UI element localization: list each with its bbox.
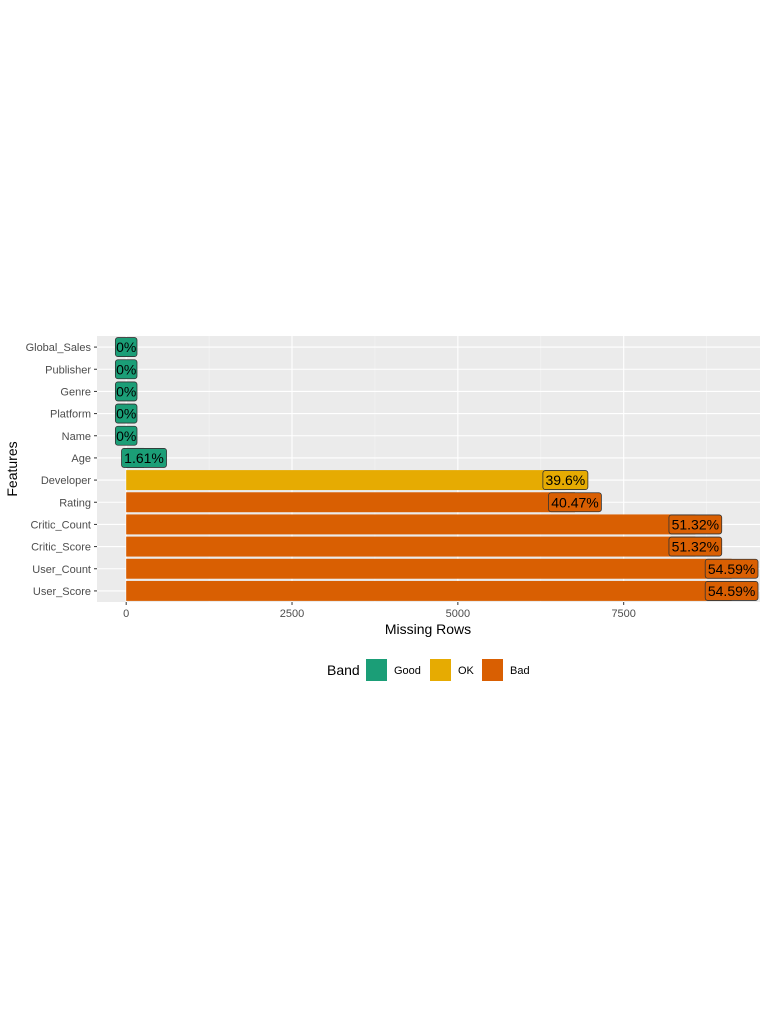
y-axis-title: Features	[4, 441, 20, 496]
data-label-box	[668, 514, 723, 535]
bar-user-count	[126, 558, 732, 579]
bar-user-score	[126, 580, 732, 601]
data-label-box	[542, 470, 589, 490]
x-axis-title: Missing Rows	[385, 621, 471, 637]
y-tick-label: Age	[71, 453, 91, 465]
data-label-box	[114, 425, 138, 446]
data-label: 40.47%	[551, 494, 598, 510]
legend: Band Good OK Bad	[327, 659, 530, 681]
y-tick-label: User_Score	[33, 586, 91, 598]
data-label-box	[121, 448, 167, 468]
x-tick-label: 2500	[280, 608, 304, 620]
data-label-box	[114, 359, 138, 380]
bar-developer	[126, 470, 566, 491]
data-label-box	[548, 492, 602, 513]
data-label: 51.32%	[672, 516, 719, 532]
y-tick-label: Genre	[60, 386, 91, 398]
y-tick-label: Critic_Count	[30, 519, 91, 531]
data-label: 0%	[116, 383, 136, 399]
y-tick-label: Developer	[41, 475, 91, 487]
bar-rating	[126, 492, 575, 513]
plot-panel	[97, 336, 760, 602]
data-label: 54.59%	[708, 583, 755, 599]
legend-key-ok	[430, 659, 451, 681]
y-tick-label: User_Count	[32, 564, 91, 576]
legend-key-bad	[482, 659, 503, 681]
x-tick-label: 0	[123, 608, 129, 620]
data-label: 0%	[116, 428, 136, 444]
legend-title: Band	[327, 662, 360, 678]
data-label-box	[704, 558, 759, 579]
data-label-box	[114, 337, 138, 357]
data-label: 1.61%	[124, 450, 164, 466]
bar-critic-score	[126, 536, 696, 557]
y-tick-label: Name	[62, 431, 91, 443]
data-label-box	[114, 381, 138, 402]
legend-label: Good	[394, 665, 421, 677]
data-label: 0%	[116, 339, 136, 355]
legend-key-good	[366, 659, 387, 681]
y-tick-label: Rating	[59, 497, 91, 509]
data-label-box	[668, 536, 723, 557]
bar-critic-count	[126, 514, 696, 535]
y-tick-label: Publisher	[45, 364, 91, 376]
data-label: 54.59%	[708, 561, 755, 577]
data-label: 39.6%	[546, 472, 586, 488]
y-tick-label: Platform	[50, 409, 91, 421]
y-tick-label: Critic_Score	[31, 542, 91, 554]
data-label-box	[114, 403, 138, 424]
legend-label: OK	[458, 665, 475, 677]
data-label-box	[704, 581, 759, 601]
data-label: 0%	[116, 361, 136, 377]
x-tick-label: 7500	[611, 608, 635, 620]
y-tick-label: Global_Sales	[26, 342, 92, 354]
data-label: 51.32%	[672, 539, 719, 555]
data-label: 0%	[116, 406, 136, 422]
legend-label: Bad	[510, 665, 530, 677]
x-tick-label: 5000	[446, 608, 470, 620]
